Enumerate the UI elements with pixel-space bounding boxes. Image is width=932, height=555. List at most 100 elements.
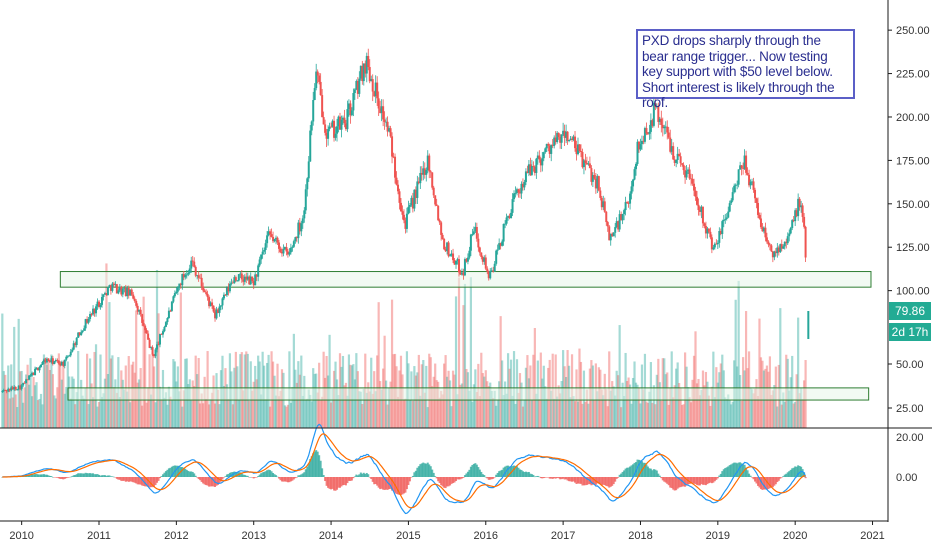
macd-histogram-bar	[44, 474, 47, 477]
volume-bar	[306, 398, 309, 428]
candle-body	[368, 67, 371, 82]
candle-body	[328, 126, 331, 130]
macd-histogram-bar	[269, 470, 272, 477]
candle-body	[254, 274, 257, 286]
volume-bar	[335, 379, 339, 428]
macd-histogram-bar	[651, 470, 654, 477]
macd-histogram-bar	[529, 473, 532, 477]
macd-histogram-bar	[35, 473, 38, 477]
volume-bar	[374, 391, 377, 428]
macd-histogram-bar	[521, 471, 524, 477]
volume-bar	[667, 404, 670, 428]
volume-bar	[440, 390, 443, 428]
volume-bar	[432, 376, 435, 428]
candle-body	[687, 169, 690, 172]
candle-body	[267, 231, 270, 236]
volume-bar	[545, 398, 548, 428]
macd-histogram-bar	[53, 477, 56, 478]
candle-body	[440, 222, 443, 235]
candle-body	[637, 141, 640, 150]
candle-body	[685, 171, 688, 178]
macd-histogram-bar	[86, 473, 89, 477]
volume-bar	[499, 316, 502, 428]
volume-bar	[29, 358, 32, 428]
volume-bar	[118, 396, 121, 428]
macd-histogram-bar	[252, 477, 255, 479]
macd-histogram-bar	[349, 477, 352, 481]
candle-body	[727, 211, 730, 218]
volume-bar	[81, 395, 84, 428]
macd-histogram-bar	[356, 475, 359, 477]
macd-histogram-bar	[571, 477, 574, 482]
volume-bar	[142, 296, 145, 428]
candle-body	[759, 218, 762, 228]
volume-bar	[331, 388, 334, 428]
candle-body	[10, 387, 13, 391]
volume-bar	[298, 374, 301, 428]
candle-body	[370, 79, 373, 82]
volume-bar	[10, 364, 13, 428]
volume-bar	[801, 399, 804, 428]
macd-histogram-bar	[508, 466, 511, 477]
candle-body	[794, 210, 797, 222]
volume-bar	[35, 382, 38, 428]
macd-histogram-bar	[32, 474, 35, 477]
candle-body	[333, 120, 336, 138]
candle-body	[352, 92, 355, 111]
candle-body	[309, 130, 312, 162]
macd-histogram-bar	[355, 474, 358, 477]
macd-histogram-bar	[298, 475, 301, 477]
candle-body	[545, 143, 548, 149]
volume-bar	[304, 399, 307, 428]
macd-histogram-bar	[123, 477, 126, 481]
macd-histogram-bar	[334, 477, 337, 491]
candle-body	[69, 351, 72, 356]
volume-bar	[682, 404, 685, 428]
candle-body	[569, 138, 572, 141]
support-zone-2	[67, 387, 870, 401]
candle-body	[648, 131, 651, 134]
macd-histogram-bar	[449, 477, 452, 486]
candle-body	[77, 332, 80, 338]
candle-body	[554, 137, 557, 143]
candle-body	[493, 263, 496, 272]
macd-histogram-bar	[585, 477, 588, 485]
candle-body	[792, 220, 795, 222]
macd-histogram-bar	[709, 477, 712, 483]
candle-body	[798, 198, 801, 208]
candle-body	[380, 106, 383, 113]
macd-histogram-bar	[725, 467, 728, 477]
volume-bar	[289, 402, 293, 428]
volume-bar	[686, 387, 690, 428]
candle-body	[120, 286, 123, 295]
candle-body	[26, 379, 29, 381]
candle-body	[501, 241, 504, 246]
macd-histogram-bar	[791, 468, 794, 477]
volume-bar	[646, 402, 650, 428]
volume-bar	[486, 381, 489, 428]
candle-body	[672, 146, 675, 160]
macd-histogram-bar	[193, 473, 196, 477]
volume-bar	[301, 395, 304, 428]
candle-body	[272, 236, 275, 242]
macd-histogram-bar	[547, 477, 550, 478]
macd-histogram-bar	[246, 475, 249, 477]
candle-body	[527, 164, 530, 173]
candle-body	[14, 386, 17, 390]
candle-body	[425, 170, 428, 175]
annotation-note[interactable]: PXD drops sharply through the bear range…	[636, 29, 855, 110]
candle-body	[179, 283, 182, 286]
candle-body	[722, 219, 725, 222]
macd-tick-label: 20.00	[896, 432, 924, 444]
macd-histogram-bar	[411, 475, 414, 477]
volume-bar	[361, 403, 364, 428]
volume-bar	[411, 400, 414, 428]
volume-bar	[371, 393, 374, 428]
macd-histogram-bar	[551, 477, 554, 479]
macd-histogram-bar	[582, 477, 585, 486]
candle-body	[208, 297, 211, 307]
candle-body	[62, 361, 65, 366]
x-tick-label: 2010	[9, 530, 33, 542]
macd-histogram-bar	[96, 474, 99, 477]
